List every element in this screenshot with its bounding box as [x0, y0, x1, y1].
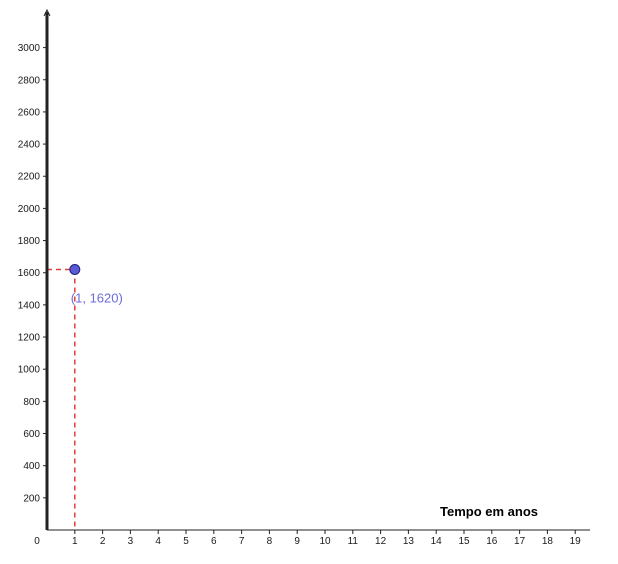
guide-lines — [47, 268, 76, 530]
x-tick-label: 18 — [542, 536, 554, 547]
x-tick-label: 0 — [34, 536, 40, 547]
y-tick-label: 200 — [23, 493, 40, 504]
x-tick-label: 2 — [100, 536, 106, 547]
x-tick-label: 15 — [458, 536, 470, 547]
y-tick-label: 1200 — [18, 333, 41, 344]
x-tick-label: 6 — [211, 536, 217, 547]
y-tick-label: 400 — [23, 461, 40, 472]
y-tick-label: 1000 — [18, 365, 41, 376]
y-tick-label: 2400 — [18, 140, 41, 151]
y-tick-label: 600 — [23, 429, 40, 440]
x-tick-label: 16 — [486, 536, 498, 547]
x-tick-label: 9 — [294, 536, 300, 547]
y-tick-label: 3000 — [18, 43, 41, 54]
y-axis-arrow — [43, 8, 51, 17]
x-tick-label: 17 — [514, 536, 526, 547]
y-tick-label: 2800 — [18, 75, 41, 86]
axes — [43, 8, 590, 531]
data-points: (1, 1620) — [69, 264, 123, 306]
x-axis-title: Tempo em anos — [440, 504, 538, 519]
x-tick-label: 5 — [183, 536, 189, 547]
x-tick-label: 4 — [155, 536, 161, 547]
data-point — [69, 264, 81, 276]
x-axis-ticks: 0 1 2 3 4 5 6 7 8 9 10 11 12 13 14 15 16 17 18 19 — [34, 530, 581, 547]
y-axis-ticks: 200 400 600 800 1000 1200 1400 1600 1800 2000 2200… — [18, 43, 47, 504]
y-tick-label: 1800 — [18, 236, 41, 247]
x-tick-label: 1 — [72, 536, 78, 547]
x-tick-label: 3 — [128, 536, 134, 547]
x-tick-label: 14 — [431, 536, 443, 547]
data-point-label: (1, 1620) — [71, 291, 123, 306]
x-tick-label: 10 — [319, 536, 331, 547]
x-tick-label: 8 — [267, 536, 273, 547]
y-tick-label: 2600 — [18, 107, 41, 118]
y-tick-label: 1600 — [18, 268, 41, 279]
y-tick-label: 2000 — [18, 204, 41, 215]
y-tick-label: 2200 — [18, 172, 41, 183]
x-tick-label: 11 — [348, 536, 359, 547]
x-tick-label: 13 — [403, 536, 415, 547]
y-tick-label: 1400 — [18, 300, 41, 311]
x-tick-label: 12 — [375, 536, 387, 547]
x-tick-label: 19 — [570, 536, 582, 547]
x-tick-label: 7 — [239, 536, 245, 547]
y-tick-label: 800 — [23, 397, 40, 408]
